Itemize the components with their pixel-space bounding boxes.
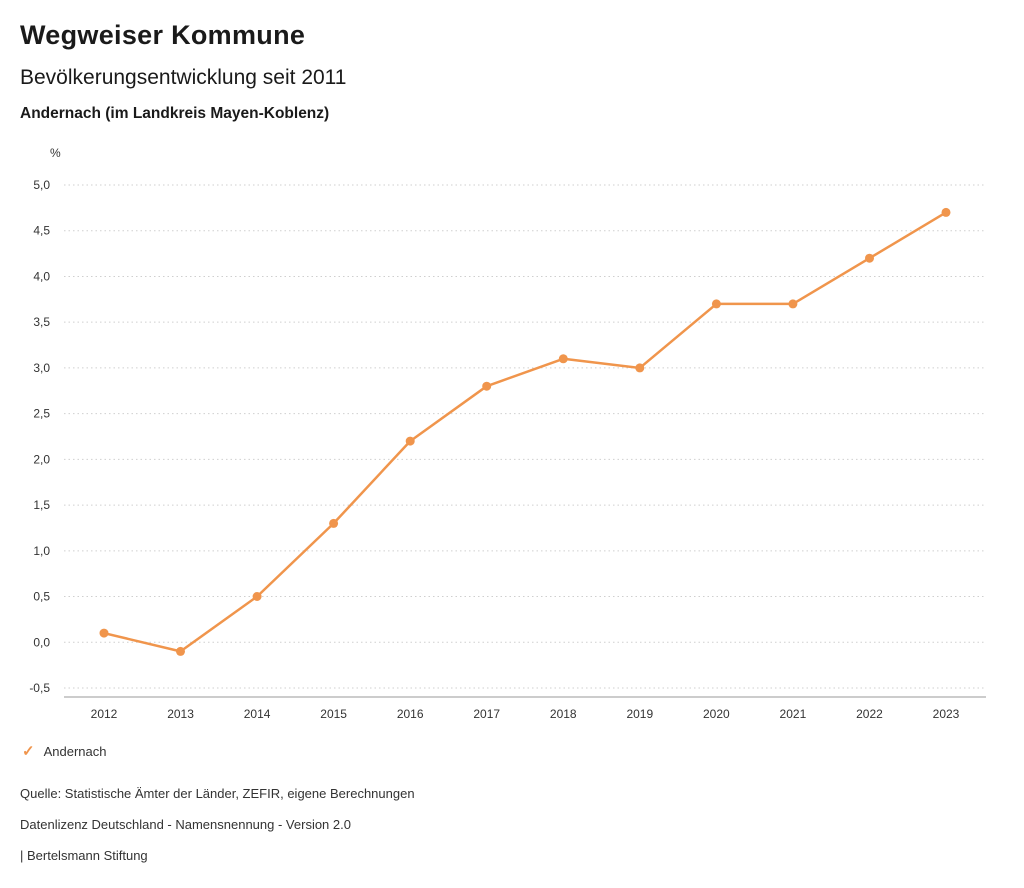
svg-text:-0,5: -0,5 — [29, 681, 50, 695]
svg-text:2,0: 2,0 — [33, 452, 50, 466]
svg-text:2023: 2023 — [933, 707, 960, 721]
app-title: Wegweiser Kommune — [20, 20, 306, 50]
svg-text:2015: 2015 — [320, 707, 347, 721]
svg-text:4,0: 4,0 — [33, 269, 50, 283]
chart-region-subtitle: Andernach (im Landkreis Mayen-Koblenz) — [20, 105, 330, 122]
legend-label: Andernach — [43, 744, 107, 759]
svg-text:0,5: 0,5 — [33, 590, 50, 604]
license-line: Datenlizenz Deutschland - Namensnennung … — [20, 817, 351, 832]
svg-text:0,0: 0,0 — [33, 635, 50, 649]
svg-text:2013: 2013 — [167, 707, 194, 721]
attribution-line: | Bertelsmann Stiftung — [20, 848, 148, 863]
svg-text:2017: 2017 — [473, 707, 500, 721]
chart-title: Bevölkerungsentwicklung seit 2011 — [20, 66, 347, 89]
svg-text:2022: 2022 — [856, 707, 883, 721]
y-axis-unit-label: % — [50, 146, 61, 160]
svg-text:2,5: 2,5 — [33, 407, 50, 421]
svg-text:2014: 2014 — [244, 707, 271, 721]
svg-text:1,0: 1,0 — [33, 544, 50, 558]
svg-text:3,5: 3,5 — [33, 315, 50, 329]
svg-text:5,0: 5,0 — [33, 178, 50, 192]
svg-text:4,5: 4,5 — [33, 224, 50, 238]
source-line: Quelle: Statistische Ämter der Länder, Z… — [20, 786, 415, 801]
svg-text:1,5: 1,5 — [33, 498, 50, 512]
svg-text:2021: 2021 — [780, 707, 807, 721]
svg-text:2012: 2012 — [91, 707, 118, 721]
legend-item-andernach[interactable]: ✓ Andernach — [22, 744, 106, 759]
svg-text:2018: 2018 — [550, 707, 577, 721]
check-icon: ✓ — [22, 743, 35, 760]
svg-text:2019: 2019 — [626, 707, 653, 721]
svg-text:3,0: 3,0 — [33, 361, 50, 375]
svg-text:2016: 2016 — [397, 707, 424, 721]
svg-text:2020: 2020 — [703, 707, 730, 721]
